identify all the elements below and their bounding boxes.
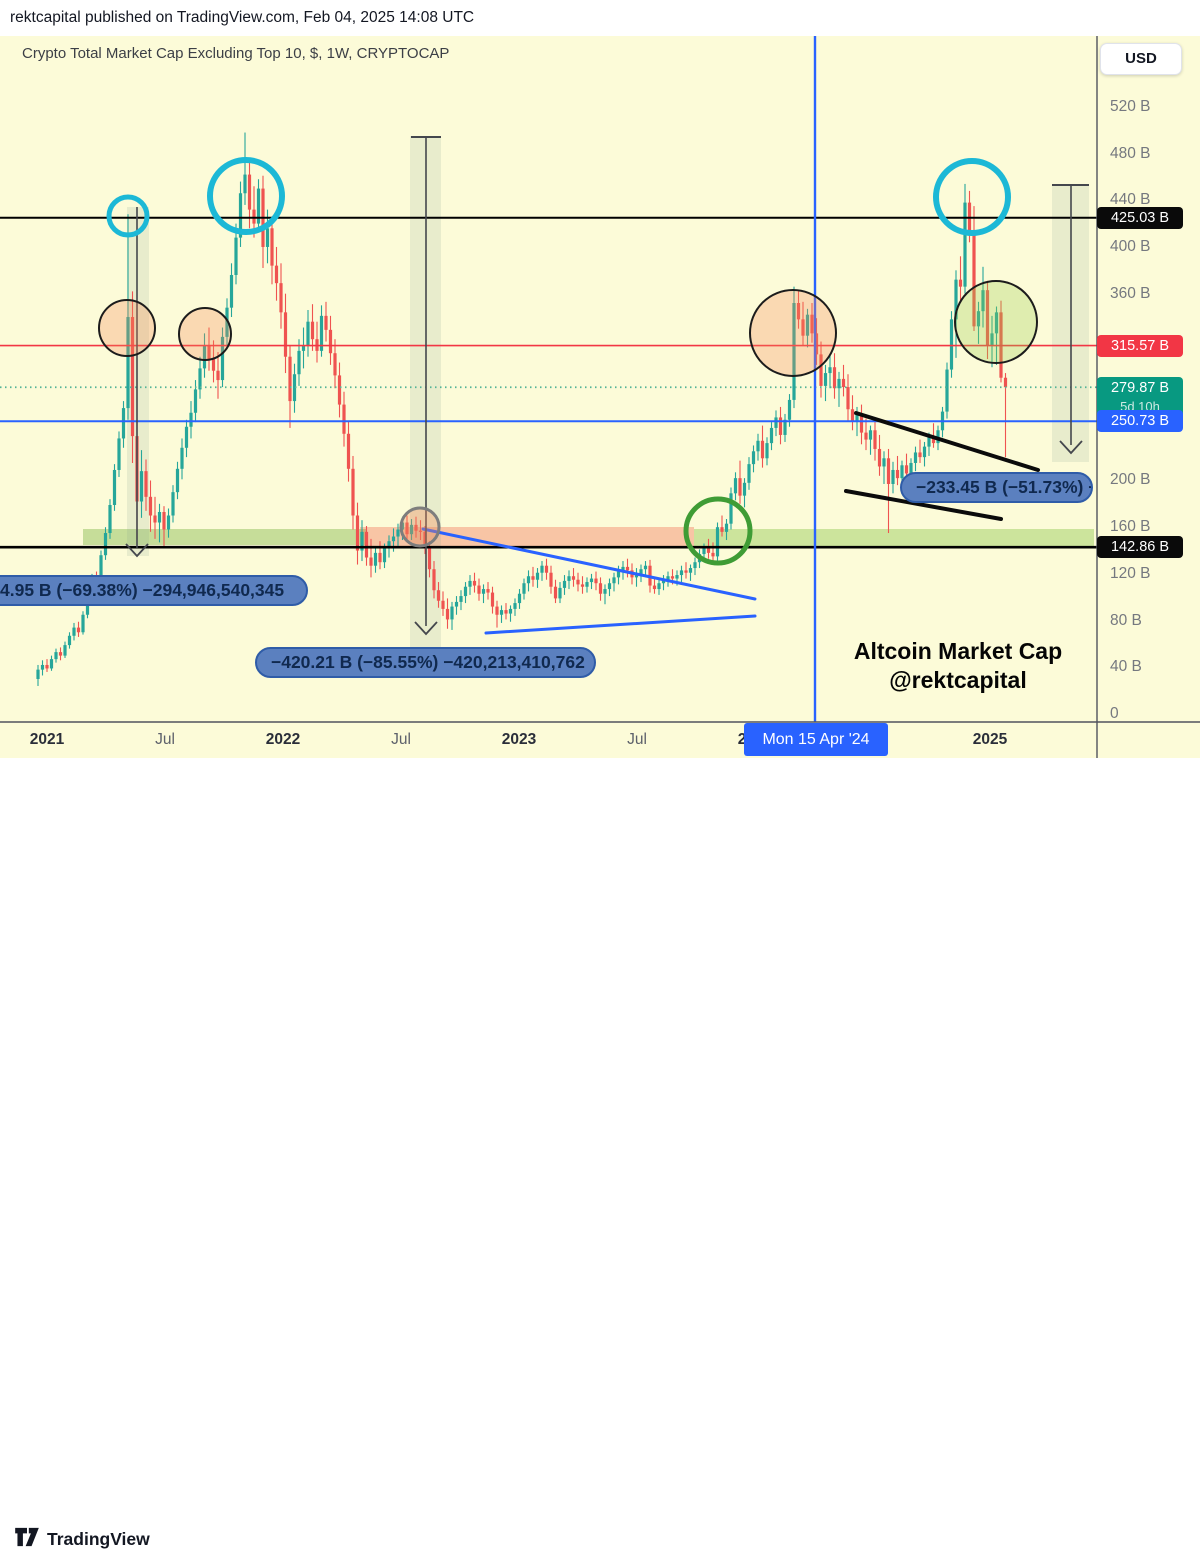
chart-title: Crypto Total Market Cap Excluding Top 10… [22,45,450,62]
price-tick: 40 B [1110,658,1142,676]
price-badge: 250.73 B [1097,410,1183,433]
time-label: 2021 [29,731,65,748]
levels-layer [0,36,1097,722]
price-tick: 480 B [1110,144,1151,162]
measure-label[interactable]: −233.45 B (−51.73%) − [900,472,1093,503]
price-tick: 80 B [1110,611,1142,629]
footer-bar: TradingView [0,758,1200,1549]
watermark-line1: Altcoin Market Cap [853,638,1063,664]
price-tick: 520 B [1110,97,1151,115]
date-badge[interactable]: Mon 15 Apr '24 [744,723,888,756]
time-label: Jul [391,731,411,748]
trendlines-layer [421,411,1040,635]
price-tick: 360 B [1110,284,1151,302]
header-bar: rektcapital published on TradingView.com… [0,0,1200,36]
price-tick: 440 B [1110,191,1151,209]
price-badge: 142.86 B [1097,536,1183,559]
hbands-layer [83,527,1094,547]
watermark-line2: @rektcapital [889,667,1027,693]
price-badge: 315.57 B [1097,334,1183,357]
time-label: 2023 [501,731,537,748]
time-label: Jul [155,731,175,748]
price-tick: 120 B [1110,564,1151,582]
price-tick: 160 B [1110,518,1151,536]
time-label: 2025 [972,731,1008,748]
measure-arrows-layer [125,136,1089,636]
measure-label[interactable]: −420.21 B (−85.55%) −420,213,410,762 [255,647,596,678]
tradingview-brand: TradingView [47,1529,150,1549]
currency-usd-button[interactable]: USD [1100,43,1182,75]
price-badge: 425.03 B [1097,206,1183,229]
watermark: Altcoin Market Cap @rektcapital [820,637,1096,695]
time-label: 2022 [265,731,301,748]
price-tick: 0 [1110,705,1119,722]
measure-label[interactable]: 4.95 B (−69.38%) −294,946,540,345 [0,575,308,606]
publish-line: rektcapital published on TradingView.com… [10,9,475,26]
time-label: Jul [627,731,647,748]
circle-annotations-layer [98,157,1038,566]
price-tick: 200 B [1110,471,1151,489]
chart-canvas[interactable] [0,0,1200,804]
price-tick: 400 B [1110,237,1151,255]
measure-bands-layer [127,136,1089,648]
tradingview-logo-icon [14,1527,40,1552]
